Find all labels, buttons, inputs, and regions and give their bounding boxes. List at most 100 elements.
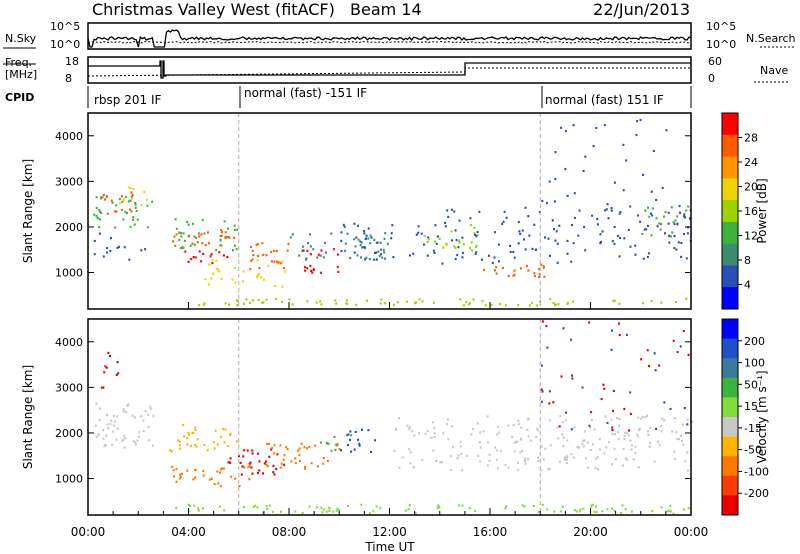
heat-cell — [507, 466, 510, 469]
heat-cell — [317, 253, 320, 256]
heat-cell — [243, 466, 246, 469]
heat-cell — [268, 455, 271, 458]
heat-cell — [560, 375, 563, 378]
heat-cell — [462, 304, 465, 307]
heat-cell — [257, 298, 260, 301]
heat-cell — [172, 469, 175, 472]
heat-cell — [265, 298, 268, 301]
heat-cell — [459, 440, 462, 443]
heat-cell — [298, 254, 301, 257]
heat-cell — [336, 507, 339, 510]
heat-cell — [527, 215, 530, 218]
heat-cell — [265, 254, 268, 257]
heat-cell — [123, 434, 126, 437]
heat-cell — [332, 510, 335, 513]
colorbar-tick-label: 28 — [744, 132, 758, 145]
heat-cell — [528, 304, 531, 307]
heat-cell — [565, 130, 567, 133]
heat-cell — [565, 458, 568, 461]
heat-cell — [322, 462, 325, 465]
heat-cell — [235, 248, 238, 251]
heat-cell — [186, 443, 189, 446]
heat-cell — [129, 187, 132, 190]
heat-cell — [273, 260, 276, 263]
heat-cell — [338, 448, 341, 451]
heat-cell — [365, 256, 368, 259]
heat-cell — [644, 209, 647, 212]
heat-cell — [270, 250, 273, 254]
heat-cell — [380, 298, 383, 301]
heat-cell — [319, 254, 322, 257]
heat-cell — [144, 410, 147, 413]
heat-cell — [546, 508, 549, 511]
heat-cell — [309, 253, 312, 256]
heat-cell — [527, 435, 530, 438]
heat-cell — [675, 431, 678, 434]
heat-cell — [390, 237, 393, 240]
heat-cell — [566, 194, 569, 197]
heat-cell — [357, 438, 359, 441]
heat-cell — [115, 438, 118, 441]
heat-cell — [496, 433, 499, 436]
heat-cell — [105, 196, 108, 199]
heat-cell — [618, 333, 621, 337]
heat-cell — [191, 432, 194, 435]
heat-cell — [122, 218, 125, 221]
heat-cell — [528, 234, 531, 237]
heat-cell — [208, 263, 211, 266]
heat-cell — [545, 325, 548, 328]
heat-cell — [201, 242, 204, 245]
heat-cell — [100, 211, 103, 214]
heat-cell — [634, 445, 637, 448]
heat-cell — [304, 465, 307, 468]
heat-cell — [271, 510, 274, 513]
heat-cell — [405, 300, 408, 303]
heat-cell — [229, 457, 232, 460]
heat-cell — [469, 246, 471, 250]
heat-cell — [180, 232, 183, 235]
heat-cell — [336, 253, 339, 256]
heat-cell — [197, 232, 200, 235]
heat-cell — [457, 246, 460, 249]
heat-cell — [570, 453, 573, 456]
heat-cell — [238, 455, 240, 458]
heat-cell — [478, 440, 481, 444]
heat-cell — [262, 278, 265, 281]
heat-cell — [337, 270, 340, 273]
heat-cell — [666, 510, 669, 513]
heat-cell — [257, 274, 259, 277]
heat-cell — [270, 448, 273, 451]
heat-cell — [200, 260, 203, 263]
heat-cell — [639, 118, 642, 122]
cpid-segment-1: rbsp 201 IF — [94, 93, 161, 107]
heat-cell — [247, 465, 250, 468]
heat-cell — [272, 464, 275, 467]
heat-cell — [637, 416, 640, 419]
heat-cell — [475, 235, 478, 238]
heat-cell — [336, 444, 339, 447]
heat-cell — [588, 321, 591, 324]
heat-cell — [101, 196, 104, 199]
heat-cell — [131, 197, 134, 200]
heat-cell — [151, 200, 154, 203]
colorbar-tick-label: 20 — [744, 181, 758, 194]
heat-cell — [265, 505, 268, 508]
heat-cell — [365, 237, 367, 240]
heat-cell — [679, 345, 682, 348]
heat-cell — [687, 469, 689, 472]
heat-cell — [379, 506, 382, 510]
heat-cell — [116, 415, 119, 418]
heat-cell — [208, 242, 210, 245]
heat-cell — [561, 505, 564, 508]
heat-cell — [600, 240, 602, 244]
heat-cell — [516, 440, 519, 443]
heat-cell — [135, 443, 137, 446]
heat-cell — [312, 248, 315, 251]
heat-cell — [474, 252, 477, 255]
heat-cell — [336, 265, 339, 268]
heat-cell — [617, 438, 620, 441]
heat-cell — [681, 423, 684, 426]
heat-cell — [544, 236, 546, 239]
heat-cell — [276, 453, 279, 456]
heat-cell — [610, 207, 613, 210]
